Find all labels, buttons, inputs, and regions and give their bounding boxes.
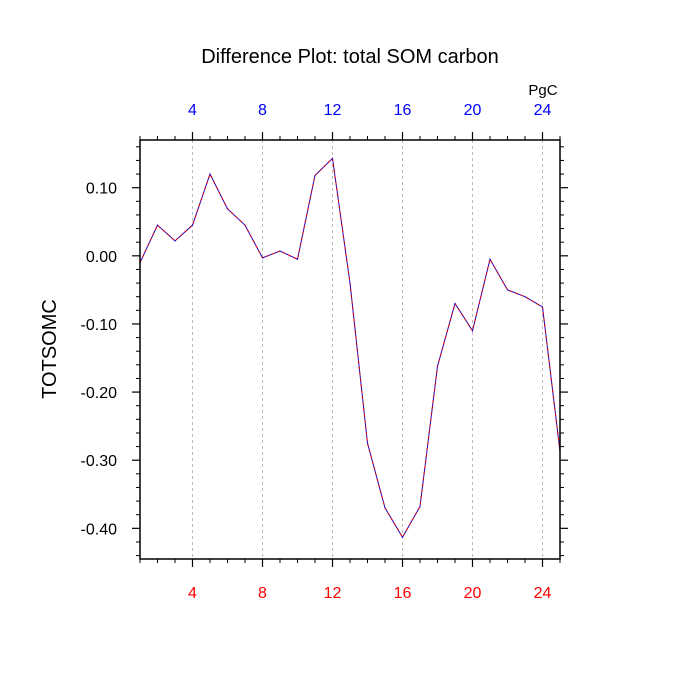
data-point [261, 257, 264, 259]
data-point [419, 505, 421, 508]
x-tick-label-bottom: 12 [324, 585, 342, 602]
data-point [541, 306, 544, 308]
data-point [244, 224, 246, 226]
data-point [209, 173, 211, 175]
data-point [436, 365, 439, 367]
data-point [226, 208, 229, 210]
chart-title: Difference Plot: total SOM carbon [201, 46, 499, 68]
y-tick-label: -0.10 [81, 317, 118, 334]
data-point [156, 224, 159, 226]
tick-labels: 4 4 8 8 12 12 16 16 20 20 24 24 0.10 0.00 -0.10 -0.20 -0… [81, 102, 552, 602]
grid-lines [192, 140, 543, 559]
data-point [279, 250, 281, 252]
x-tick-label-top: 24 [534, 102, 552, 119]
data-point [191, 224, 194, 226]
y-tick-label: 0.00 [86, 249, 117, 266]
data-point [366, 442, 369, 444]
y-tick-label: -0.40 [81, 521, 118, 538]
units-label: PgC [528, 82, 557, 99]
data-point [401, 536, 404, 538]
data-point [384, 507, 386, 509]
x-tick-label-bottom: 20 [464, 585, 482, 602]
data-point [331, 157, 334, 159]
data-point [174, 240, 176, 242]
data-point [506, 289, 509, 291]
y-tick-label: -0.30 [81, 453, 118, 470]
y-tick-label: 0.10 [86, 181, 117, 198]
data-point [314, 174, 316, 177]
x-tick-label-bottom: 24 [534, 585, 552, 602]
data-point [349, 282, 351, 284]
data-point [471, 330, 474, 332]
x-tick-label-top: 16 [394, 102, 412, 119]
x-tick-label-bottom: 16 [394, 585, 412, 602]
x-tick-label-bottom: 8 [258, 585, 267, 602]
x-tick-label-top: 12 [324, 102, 342, 119]
y-axis-label: TOTSOMC [39, 299, 61, 399]
x-tick-label-top: 8 [258, 102, 267, 119]
x-tick-label-top: 4 [188, 102, 197, 119]
data-point [296, 258, 299, 260]
x-tick-label-bottom: 4 [188, 585, 197, 602]
x-tick-label-top: 20 [464, 102, 482, 119]
data-point [489, 258, 491, 260]
plot-area-frame [139, 139, 561, 560]
y-tick-label: -0.20 [81, 385, 118, 402]
data-point [524, 296, 526, 298]
data-point [454, 302, 456, 305]
